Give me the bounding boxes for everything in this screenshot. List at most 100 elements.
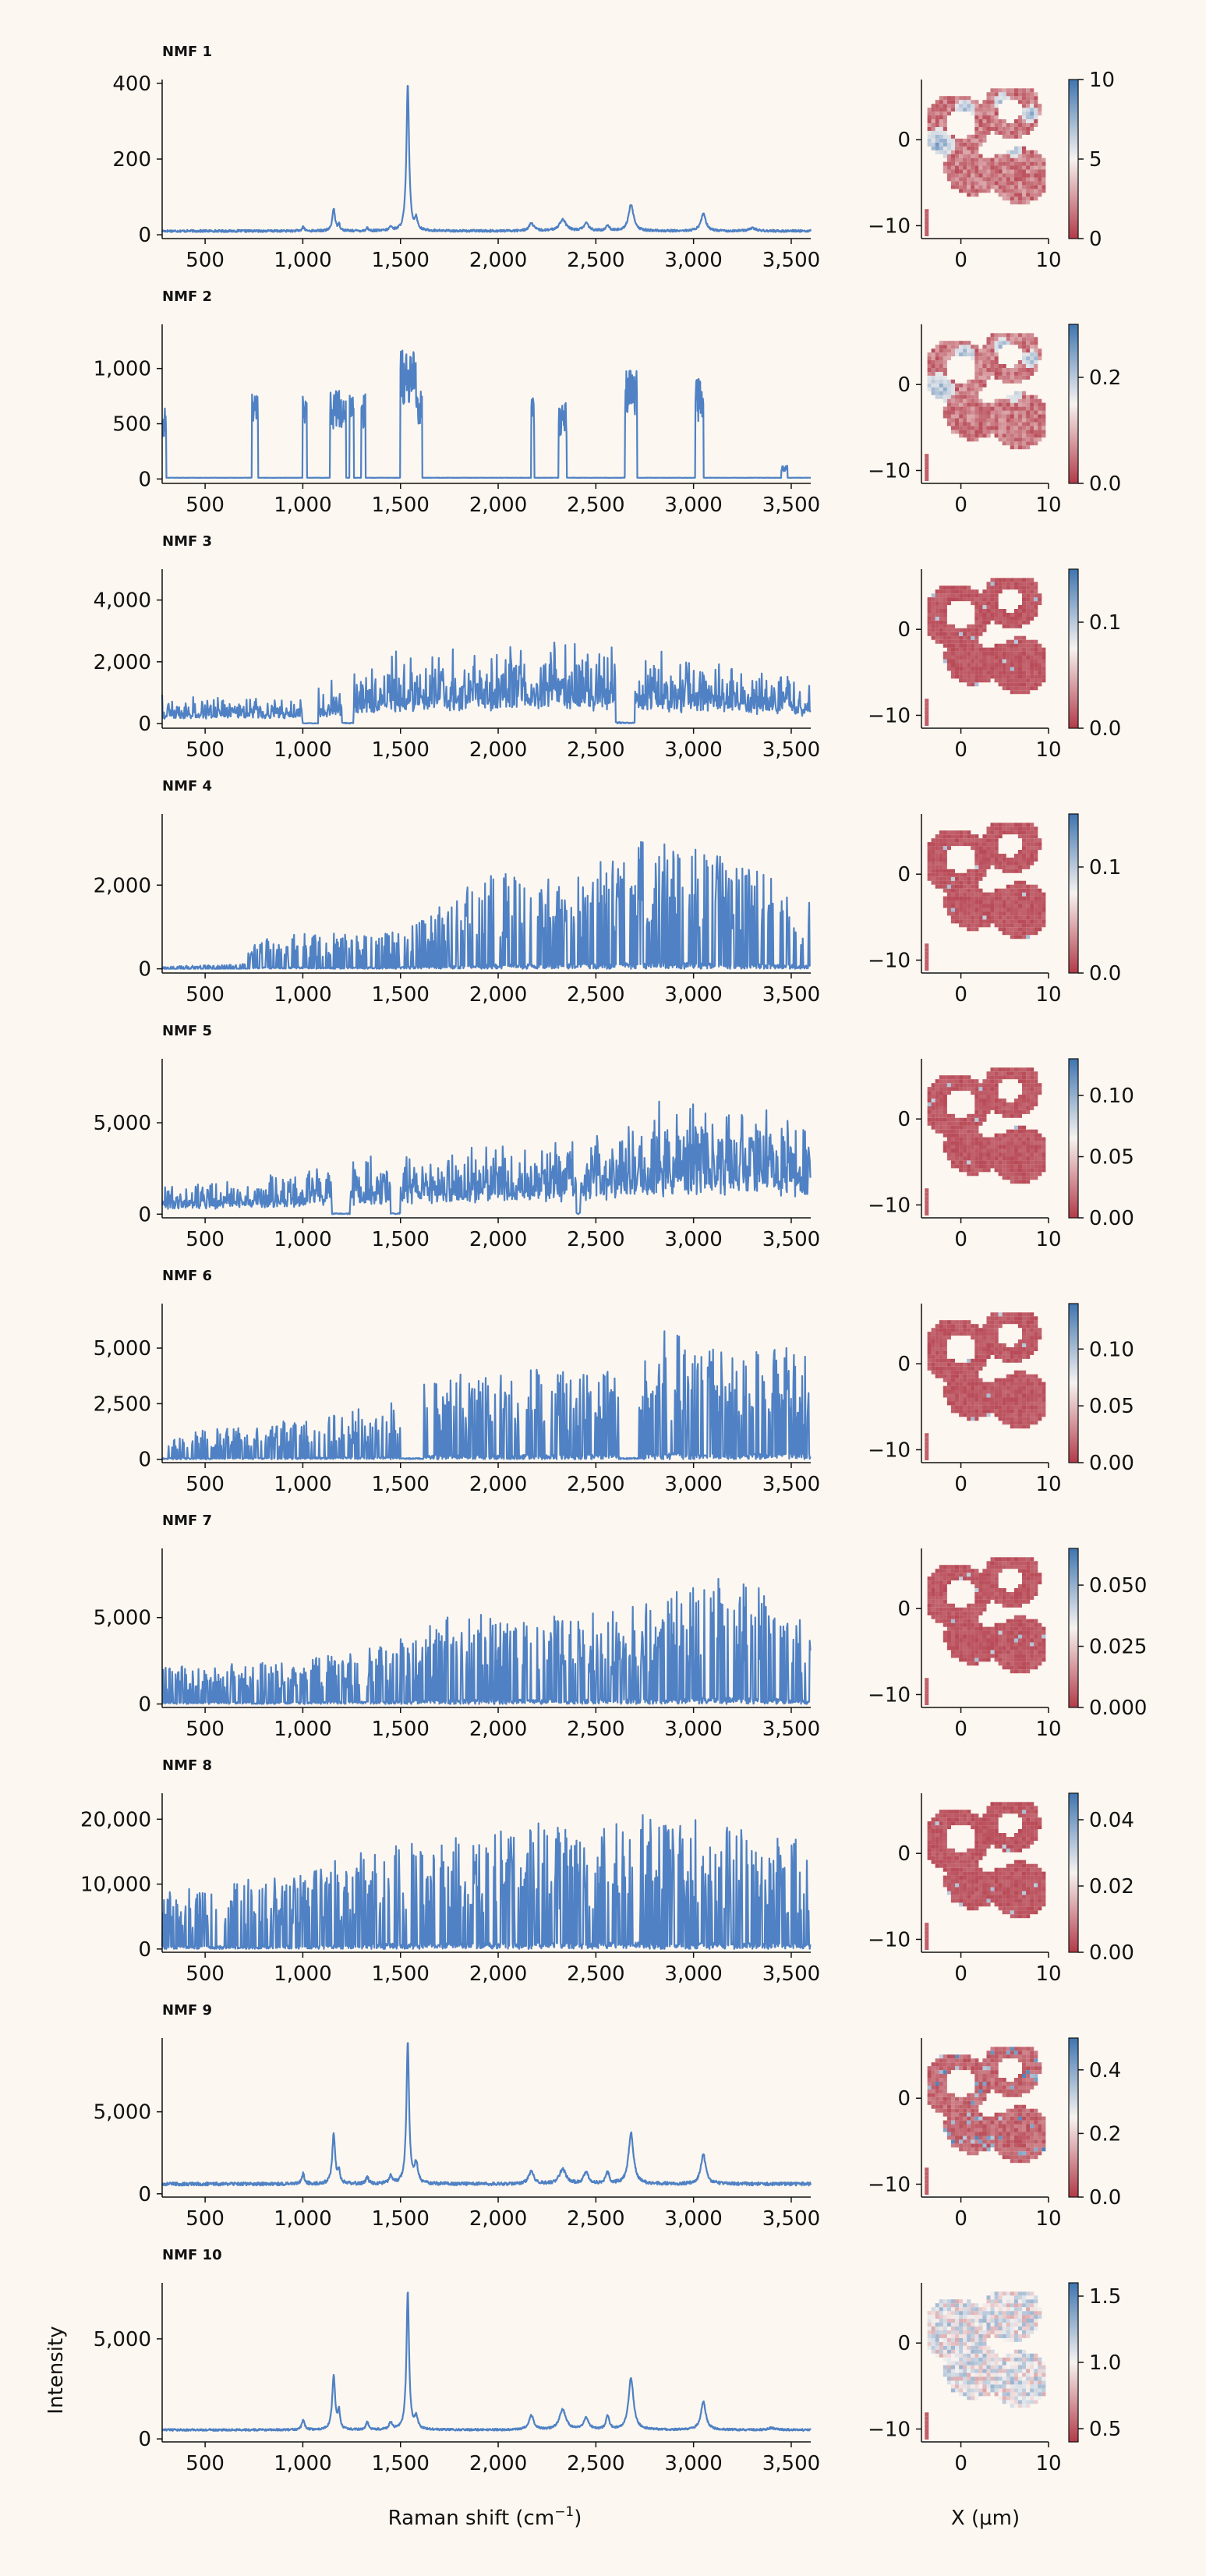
map-pixel: [1026, 1599, 1031, 1604]
map-pixel: [978, 1347, 983, 1351]
map-pixel: [955, 181, 960, 186]
map-pixel: [946, 1141, 951, 1145]
map-pixel: [925, 714, 929, 719]
map-pixel: [1034, 1382, 1038, 1386]
map-pixel: [1030, 173, 1034, 178]
map-pixel: [935, 1576, 939, 1581]
map-pixel: [1006, 1374, 1010, 1378]
map-pixel: [998, 406, 1003, 411]
map-pixel: [967, 1650, 971, 1654]
map-pixel: [1026, 1821, 1031, 1826]
map-pixel: [978, 138, 983, 143]
map-pixel: [939, 104, 943, 108]
map-pixel: [963, 1405, 967, 1410]
map-pixel: [1030, 1312, 1034, 1317]
map-pixel: [1013, 1634, 1018, 1639]
map-pixel: [1002, 165, 1006, 170]
map-pixel: [1026, 613, 1031, 617]
map-pixel: [974, 1121, 979, 1126]
map-pixel: [1017, 1595, 1022, 1600]
map-pixel: [1010, 1837, 1014, 1841]
map-pixel: [1002, 368, 1006, 372]
map-pixel: [982, 1595, 987, 1600]
map-pixel: [1022, 437, 1027, 442]
map-pixel: [943, 1324, 947, 1329]
map-pixel: [1017, 422, 1022, 426]
map-pixel: [978, 1642, 983, 1647]
map-pixel: [978, 352, 983, 357]
map-pixel: [994, 1813, 999, 1818]
map-pixel: [1022, 1914, 1027, 1919]
map-pixel: [1026, 655, 1031, 660]
map-pixel: [1002, 643, 1006, 648]
map-pixel: [1017, 1113, 1022, 1118]
map-pixel: [1013, 134, 1018, 139]
map-pixel: [1010, 1848, 1014, 1852]
map-pixel: [986, 593, 991, 598]
map-pixel: [974, 1385, 979, 1390]
map-pixel: [1038, 601, 1042, 606]
map-pixel: [1034, 1619, 1038, 1623]
map-pixel: [998, 578, 1003, 582]
map-pixel: [1030, 1580, 1034, 1585]
map-pixel: [1034, 639, 1038, 644]
map-pixel: [1006, 1413, 1010, 1417]
map-pixel: [925, 1437, 929, 1442]
map-pixel: [946, 884, 951, 889]
map-pixel: [943, 123, 947, 127]
map-pixel: [974, 1840, 979, 1845]
map-pixel: [1030, 1168, 1034, 1173]
map-pixel: [990, 1316, 995, 1321]
map-pixel: [1002, 1588, 1006, 1592]
map-pixel: [927, 613, 932, 617]
map-pixel: [955, 1817, 960, 1822]
map-pixel: [927, 1354, 932, 1359]
map-pixel: [955, 1883, 960, 1888]
map-pixel: [1006, 1164, 1010, 1169]
map-pixel: [955, 1378, 960, 1382]
map-pixel: [1034, 678, 1038, 683]
map-pixel: [946, 157, 951, 162]
map-pixel: [963, 674, 967, 679]
map-pixel: [1013, 1180, 1018, 1184]
map-pixel: [986, 1091, 991, 1095]
map-pixel: [959, 1117, 964, 1122]
map-pixel: [950, 651, 955, 656]
map-pixel: [1034, 414, 1038, 419]
map-pixel: [931, 356, 935, 361]
map-pixel: [959, 651, 964, 656]
map-pixel: [1034, 1810, 1038, 1814]
map-pixel: [994, 578, 999, 582]
map-pixel: [963, 387, 967, 391]
map-pixel: [955, 904, 960, 908]
map-pixel: [1034, 1413, 1038, 1417]
map-pixel: [939, 1821, 943, 1826]
map-pixel: [1002, 858, 1006, 862]
map-pixel: [967, 189, 971, 193]
map-pixel: [974, 1113, 979, 1118]
map-pixel: [939, 880, 943, 885]
map-pixel: [927, 1837, 932, 1841]
map-pixel: [1006, 1075, 1010, 1080]
map-pixel: [1038, 1393, 1042, 1398]
map-pixel: [1017, 1654, 1022, 1658]
map-pixel: [946, 1626, 951, 1631]
map-pixel: [927, 632, 932, 636]
map-pixel: [974, 154, 979, 158]
map-pixel: [935, 1844, 939, 1849]
map-pixel: [950, 418, 955, 423]
map-pixel: [1017, 911, 1022, 916]
map-pixel: [990, 92, 995, 97]
map-pixel: [990, 1833, 995, 1837]
map-pixel: [1010, 406, 1014, 411]
map-pixel: [1030, 1595, 1034, 1600]
map-pixel: [1038, 1160, 1042, 1165]
map-pixel: [963, 647, 967, 652]
map-pixel: [943, 628, 947, 632]
map-pixel: [978, 1339, 983, 1343]
map-pixel: [927, 1347, 932, 1351]
map-pixel: [1013, 1619, 1018, 1623]
map-pixel: [1006, 1661, 1010, 1666]
map-pixel: [950, 1121, 955, 1126]
map-pixel: [943, 1343, 947, 1347]
